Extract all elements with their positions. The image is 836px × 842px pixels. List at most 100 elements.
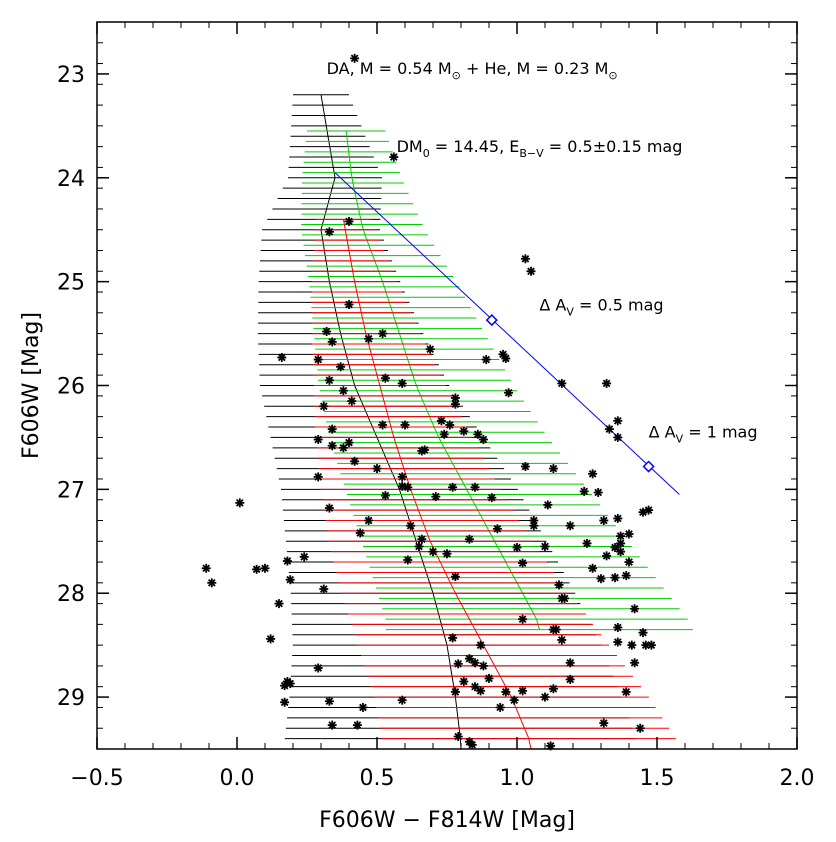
star-stroke <box>252 565 261 574</box>
track-segment <box>488 655 496 667</box>
star-point <box>602 551 612 561</box>
star-stroke <box>314 473 323 481</box>
star-stroke <box>613 638 622 646</box>
star-stroke <box>345 300 353 309</box>
star-stroke <box>625 530 633 538</box>
track-segment <box>443 634 448 646</box>
star-stroke <box>557 636 566 644</box>
axis-ticks: −0.5 0.0 0.5 1.0 1.5 2.0 23 24 25 26 27 28 29 <box>57 21 815 791</box>
star-stroke <box>328 425 337 433</box>
star-stroke <box>381 491 390 500</box>
star-stroke <box>465 535 474 544</box>
star-point <box>355 528 365 538</box>
star-point <box>459 426 469 436</box>
star-stroke <box>465 654 474 663</box>
track-segment <box>349 162 352 173</box>
star-point <box>646 640 656 650</box>
track-segment <box>515 707 521 719</box>
star-point <box>613 637 623 647</box>
star-point <box>476 640 486 650</box>
star-stroke <box>339 386 348 395</box>
star-point <box>319 584 329 594</box>
star-stroke <box>275 599 283 608</box>
star-stroke <box>454 732 463 741</box>
star-stroke <box>521 254 530 263</box>
star-stroke <box>518 615 527 624</box>
star-point <box>512 543 522 553</box>
y-tick-label: 24 <box>57 167 85 192</box>
model-annotation: DA, M = 0.54 M⊙ + He, M = 0.23 M⊙ <box>327 59 618 82</box>
star-point <box>445 420 455 430</box>
star-stroke <box>381 374 390 383</box>
distance-annotation: DM0 = 14.45, EB−V = 0.5±0.15 mag <box>397 137 683 160</box>
star-stroke <box>403 556 412 564</box>
star-point <box>610 543 620 553</box>
star-point <box>464 534 474 544</box>
star-point <box>380 373 390 383</box>
star-stroke <box>398 473 407 481</box>
track-segment <box>350 260 354 272</box>
star-point <box>599 718 609 728</box>
star-point <box>338 443 348 453</box>
star-point <box>324 696 334 706</box>
star-stroke <box>347 397 356 405</box>
star-stroke <box>630 604 639 613</box>
track-segment <box>434 551 441 563</box>
star-point <box>428 547 438 557</box>
star-point <box>347 396 357 406</box>
star-point <box>557 378 567 388</box>
track-segment <box>363 323 367 334</box>
star-stroke <box>499 350 507 359</box>
star-point <box>596 574 606 584</box>
star-point <box>599 516 609 526</box>
star-stroke <box>639 628 647 637</box>
track-segment <box>348 250 352 261</box>
star-stroke <box>325 227 334 236</box>
cooling-tracks <box>257 94 693 750</box>
star-stroke <box>350 54 359 63</box>
star-point <box>327 441 337 451</box>
star-point <box>450 572 460 582</box>
star-point <box>518 558 528 568</box>
star-stroke <box>471 682 479 691</box>
star-point <box>602 378 612 388</box>
star-stroke <box>566 521 575 530</box>
star-point <box>560 593 570 603</box>
star-stroke <box>364 334 373 343</box>
star-point <box>540 692 550 702</box>
star-stroke <box>501 688 510 696</box>
star-point <box>414 541 424 551</box>
x-axis-label: F606W − F814W [Mag] <box>319 808 575 833</box>
star-stroke <box>451 572 460 581</box>
x-tick-label: −0.5 <box>70 766 123 791</box>
star-point <box>327 720 337 730</box>
star-point <box>201 563 211 573</box>
star-point <box>588 469 598 479</box>
track-segment <box>494 665 501 677</box>
star-point <box>501 687 511 697</box>
star-stroke <box>451 688 460 696</box>
star-stroke <box>487 493 496 502</box>
star-point <box>352 720 362 730</box>
star-point <box>546 741 556 751</box>
star-point <box>327 337 337 347</box>
track-segment <box>358 302 362 313</box>
star-point <box>504 388 514 398</box>
track-segment <box>396 447 401 459</box>
star-stroke <box>415 542 423 551</box>
star-point <box>621 571 631 581</box>
star-point <box>436 416 446 426</box>
track-segment <box>454 697 458 708</box>
track-segment <box>322 105 325 116</box>
star-stroke <box>429 547 437 556</box>
track-segment <box>370 354 375 365</box>
track-segment <box>519 717 525 729</box>
track-segment <box>344 229 348 241</box>
track-segment <box>373 364 378 376</box>
star-point <box>484 673 494 683</box>
star-stroke <box>443 549 451 558</box>
track-segment <box>482 644 490 656</box>
star-stroke <box>613 623 622 632</box>
star-stroke <box>476 687 485 695</box>
track-segment <box>384 406 389 417</box>
